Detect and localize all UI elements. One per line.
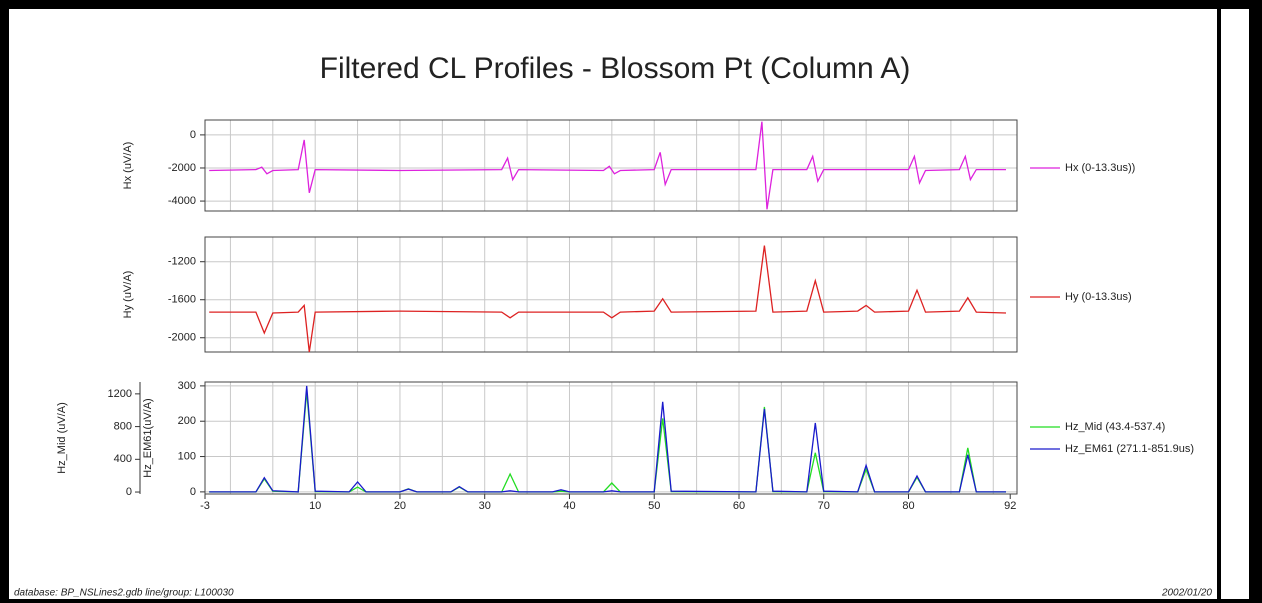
plot-area bbox=[205, 382, 1017, 494]
x-tick-label: 40 bbox=[563, 500, 575, 512]
y2-axis-label: Hz_Mid (uV/A) bbox=[56, 402, 68, 474]
x-tick-label: 80 bbox=[902, 500, 914, 512]
plot-area bbox=[205, 120, 1017, 211]
plot-frame bbox=[204, 119, 1018, 212]
chart-title: Filtered CL Profiles - Blossom Pt (Colum… bbox=[320, 52, 911, 85]
legend-label: Hz_Mid (43.4-537.4) bbox=[1065, 421, 1165, 433]
y2-tick-label: 800 bbox=[114, 420, 132, 432]
y-tick-label: -1600 bbox=[168, 294, 196, 306]
y-axis-label: Hz_EM61(uV/A) bbox=[142, 398, 154, 477]
y-tick-label: -1200 bbox=[168, 256, 196, 268]
y-tick-label: 300 bbox=[178, 380, 196, 392]
plot-frame bbox=[204, 236, 1018, 353]
series-line bbox=[209, 121, 1006, 210]
y2-tick-label: 1200 bbox=[108, 388, 132, 400]
x-tick-label: 50 bbox=[648, 500, 660, 512]
series-line bbox=[209, 385, 1006, 493]
legend-label: Hy (0-13.3us) bbox=[1065, 291, 1132, 303]
y-axis-label: Hx (uV/A) bbox=[122, 142, 134, 190]
x-tick-label: -3 bbox=[200, 500, 210, 512]
x-tick-label: 70 bbox=[818, 500, 830, 512]
legend-label: Hz_EM61 (271.1-851.9us) bbox=[1065, 443, 1194, 455]
x-tick-label: 30 bbox=[479, 500, 491, 512]
x-tick-label: 10 bbox=[309, 500, 321, 512]
x-tick-label: 20 bbox=[394, 500, 406, 512]
footer-right: 2002/01/20 bbox=[1161, 588, 1212, 599]
y2-tick-label: 0 bbox=[126, 486, 132, 498]
y-tick-label: -2000 bbox=[168, 332, 196, 344]
footer-left: database: BP_NSLines2.gdb line/group: L1… bbox=[14, 588, 234, 599]
y-tick-label: -4000 bbox=[168, 195, 196, 207]
legend-label: Hx (0-13.3us)) bbox=[1065, 162, 1135, 174]
y-tick-label: 0 bbox=[190, 486, 196, 498]
y-tick-label: -2000 bbox=[168, 162, 196, 174]
plot-area bbox=[205, 237, 1017, 352]
x-tick-label: 60 bbox=[733, 500, 745, 512]
series-line bbox=[209, 245, 1007, 353]
y-tick-label: 100 bbox=[178, 450, 196, 462]
y-tick-label: 0 bbox=[190, 129, 196, 141]
side-strip bbox=[1221, 9, 1249, 599]
x-tick-label: 92 bbox=[1004, 500, 1016, 512]
plot-frame bbox=[204, 381, 1018, 495]
y-tick-label: 200 bbox=[178, 415, 196, 427]
y-axis-label: Hy (uV/A) bbox=[122, 271, 134, 319]
y2-tick-label: 400 bbox=[114, 453, 132, 465]
